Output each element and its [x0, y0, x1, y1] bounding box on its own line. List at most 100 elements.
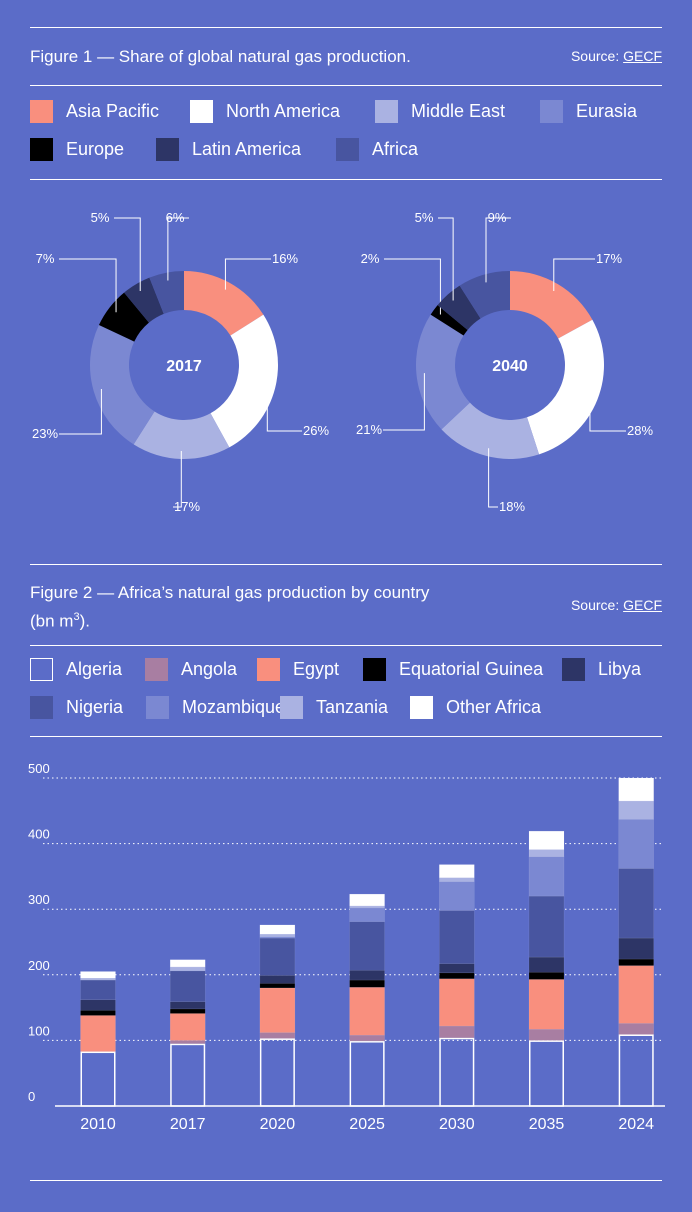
donut-center-label: 2040 — [492, 358, 528, 375]
legend-swatch — [156, 138, 179, 161]
bar-segment-nigeria — [169, 970, 206, 1002]
donut-slice-eurasia — [416, 314, 470, 430]
figure2-legend: Algeria Angola Egypt Equatorial Guinea Libya… — [30, 658, 670, 728]
legend-swatch — [410, 696, 433, 719]
legend-label: Angola — [181, 659, 238, 679]
legend-swatch — [145, 658, 168, 681]
figure1-legend: Asia Pacific North America Middle East Eura… — [30, 100, 670, 170]
bar-segment-equatorial-guinea — [169, 1008, 206, 1014]
donut-slice-middle-east — [133, 411, 230, 459]
donut-slice-europe — [430, 305, 468, 336]
slice-label: 17% — [174, 499, 200, 514]
bar-segment-nigeria — [80, 979, 116, 1000]
source-link[interactable]: GECF — [623, 48, 662, 64]
bar-segment-angola — [618, 1023, 654, 1035]
legend-item-north-america: North America — [190, 100, 340, 123]
bar-segment-algeria — [259, 1038, 295, 1107]
legend-swatch — [30, 138, 53, 161]
bar-segment-tanzania — [80, 977, 116, 981]
bar-segment-other-africa — [259, 924, 296, 935]
legend-swatch — [30, 658, 53, 681]
leader-line — [224, 258, 271, 290]
y-tick-label: 500 — [28, 761, 50, 776]
leader-line — [383, 373, 425, 431]
bar-segment-libya — [528, 956, 565, 973]
donut-slice-asia-pacific — [184, 271, 264, 336]
bar-segment-algeria — [529, 1040, 564, 1107]
donut-slice-latin-america — [124, 277, 164, 323]
title-line2: (bn m — [30, 611, 74, 631]
title-sup: 3 — [73, 611, 80, 623]
legend-label: Equatorial Guinea — [399, 659, 544, 679]
bar-segment-algeria — [439, 1037, 475, 1107]
bar-segment-egypt — [618, 965, 654, 1024]
bar-segment-nigeria — [439, 910, 475, 964]
bar-2017 — [169, 959, 206, 1107]
bar-segment-tanzania — [618, 800, 654, 820]
slice-label: 5% — [91, 210, 110, 225]
legend-item-angola: Angola — [145, 658, 237, 681]
legend-label: Latin America — [192, 139, 302, 159]
divider — [30, 564, 662, 565]
legend-item-other-africa: Other Africa — [410, 696, 541, 719]
title-line1: Figure 2 — Africa’s natural gas producti… — [30, 583, 430, 602]
x-tick-label: 2030 — [439, 1116, 475, 1133]
bar-segment-libya — [169, 1001, 206, 1010]
bar-segment-algeria — [170, 1043, 206, 1107]
legend-item-latin-america: Latin America — [156, 138, 301, 161]
legend-swatch — [30, 100, 53, 123]
bar-segment-libya — [618, 937, 654, 960]
bar-segment-tanzania — [349, 905, 385, 909]
slice-label: 18% — [499, 499, 525, 514]
leader-line — [173, 450, 182, 508]
x-tick-label: 2024 — [618, 1116, 654, 1133]
donut-slice-north-america — [526, 319, 604, 455]
figure1-title: Figure 1 — Share of global natural gas p… — [30, 47, 411, 66]
leader-line — [485, 217, 511, 283]
bar-2010 — [80, 971, 116, 1107]
bar-segment-other-africa — [80, 971, 116, 979]
y-tick-label: 200 — [28, 958, 50, 973]
leader-line — [553, 258, 595, 291]
y-tick-label: 100 — [28, 1023, 50, 1038]
legend-label: Libya — [598, 659, 642, 679]
leader-line — [59, 388, 102, 435]
source-link[interactable]: GECF — [623, 597, 662, 613]
donut-2040: 17% 28% 18% 21% 2% 5% 9% 2040 — [356, 210, 653, 514]
bar-segment-egypt — [259, 987, 296, 1033]
legend-label: Mozambique — [182, 697, 286, 717]
slice-label: 21% — [356, 422, 382, 437]
bar-segment-egypt — [439, 978, 475, 1027]
legend-label: Asia Pacific — [66, 101, 160, 121]
slice-label: 28% — [627, 423, 653, 438]
bar-segment-egypt — [349, 987, 385, 1036]
bar-segment-angola — [259, 1032, 296, 1039]
slice-label: 26% — [303, 423, 329, 438]
bar-segment-algeria — [80, 1051, 116, 1107]
legend-item-equatorial-guinea: Equatorial Guinea — [363, 658, 543, 681]
donut-slice-eurasia — [90, 324, 155, 445]
legend-label: Other Africa — [446, 697, 542, 717]
bar-segment-mozambique — [349, 907, 385, 922]
slice-label: 23% — [32, 426, 58, 441]
bar-segment-equatorial-guinea — [618, 958, 654, 966]
legend-item-asia-pacific: Asia Pacific — [30, 100, 159, 123]
divider — [30, 27, 662, 28]
bar-segment-nigeria — [259, 937, 296, 976]
bar-segment-angola — [169, 1040, 206, 1044]
donut-slice-africa — [459, 271, 510, 319]
legend-item-eurasia: Eurasia — [540, 100, 637, 123]
y-tick-label: 0 — [28, 1089, 35, 1104]
legend-label: Middle East — [411, 101, 506, 121]
slice-label: 9% — [488, 210, 507, 225]
legend-item-algeria: Algeria — [30, 658, 122, 681]
x-tick-label: 2035 — [529, 1116, 565, 1133]
leader-line — [266, 386, 302, 432]
donut-slice-africa — [149, 271, 184, 314]
bar-segment-angola — [349, 1034, 385, 1042]
bar-segment-libya — [439, 963, 475, 974]
leader-line — [589, 396, 626, 432]
legend-label: Africa — [372, 139, 419, 159]
leader-line — [167, 217, 189, 281]
